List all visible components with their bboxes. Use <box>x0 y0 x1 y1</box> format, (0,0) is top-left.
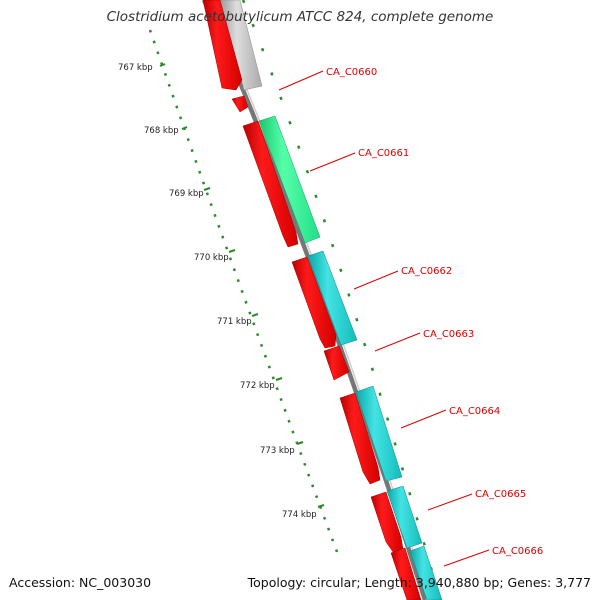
scale-labels: 767 kbp 768 kbp 769 kbp 770 kbp 771 kbp … <box>118 63 325 520</box>
genome-summary-text: Topology: circular; Length: 3,940,880 bp… <box>247 575 591 590</box>
scale-ruler <box>148 29 342 561</box>
leader-line <box>427 493 473 511</box>
feature-green[interactable] <box>258 115 321 244</box>
leader-line <box>309 152 356 172</box>
scale-label-774: 774 kbp <box>282 510 317 520</box>
scale-label-773: 773 kbp <box>260 446 295 456</box>
leader-line <box>400 409 447 429</box>
cds-arrow[interactable] <box>231 95 249 113</box>
gene-label-ca-c0665[interactable]: CA_C0665 <box>475 489 526 500</box>
gene-label-ca-c0660[interactable]: CA_C0660 <box>326 67 377 78</box>
feature-cyan[interactable] <box>409 545 443 600</box>
scale-major-tick <box>296 441 304 445</box>
gene-label-ca-c0666[interactable]: CA_C0666 <box>492 546 543 557</box>
leader-line <box>278 70 324 91</box>
scale-label-767: 767 kbp <box>118 63 153 73</box>
feature-cyan[interactable] <box>307 250 358 346</box>
gene-label-ca-c0661[interactable]: CA_C0661 <box>358 148 409 159</box>
cds-arrow[interactable] <box>202 0 243 91</box>
feature-track-ticks <box>241 0 442 600</box>
cds-arrow[interactable] <box>339 392 381 485</box>
leader-line <box>353 270 399 290</box>
feature-track-outer <box>219 0 443 600</box>
cds-arrow[interactable] <box>291 256 337 349</box>
scale-major-tick <box>203 187 211 191</box>
cds-arrow[interactable] <box>323 345 350 381</box>
cds-arrow[interactable] <box>242 120 299 248</box>
gene-labels: CA_C0660 CA_C0661 CA_C0662 CA_C0663 CA_C… <box>326 67 543 557</box>
scale-major-tick <box>275 377 283 381</box>
scale-label-772: 772 kbp <box>240 381 275 391</box>
scale-major-tick <box>228 249 236 253</box>
feature-cyan[interactable] <box>355 385 403 482</box>
scale-label-770: 770 kbp <box>194 253 229 263</box>
cds-arrow[interactable] <box>390 547 422 600</box>
scale-label-771: 771 kbp <box>217 317 252 327</box>
leader-line <box>374 332 421 352</box>
cds-track <box>202 0 422 600</box>
scale-major-tick <box>159 63 166 67</box>
scale-label-769: 769 kbp <box>169 189 204 199</box>
gene-label-ca-c0663[interactable]: CA_C0663 <box>423 329 474 340</box>
map-title: Clostridium acetobutylicum ATCC 824, com… <box>106 9 494 25</box>
accession-text: Accession: NC_003030 <box>9 575 152 590</box>
scale-major-tick <box>181 126 188 130</box>
scale-major-tick <box>317 504 325 508</box>
feature-cyan[interactable] <box>386 485 423 549</box>
leader-line <box>443 549 490 567</box>
scale-major-tick <box>251 313 259 317</box>
gene-label-leaders <box>278 70 490 567</box>
scale-label-768: 768 kbp <box>144 126 179 136</box>
gene-label-ca-c0662[interactable]: CA_C0662 <box>401 266 452 277</box>
gene-label-ca-c0664[interactable]: CA_C0664 <box>449 406 500 417</box>
